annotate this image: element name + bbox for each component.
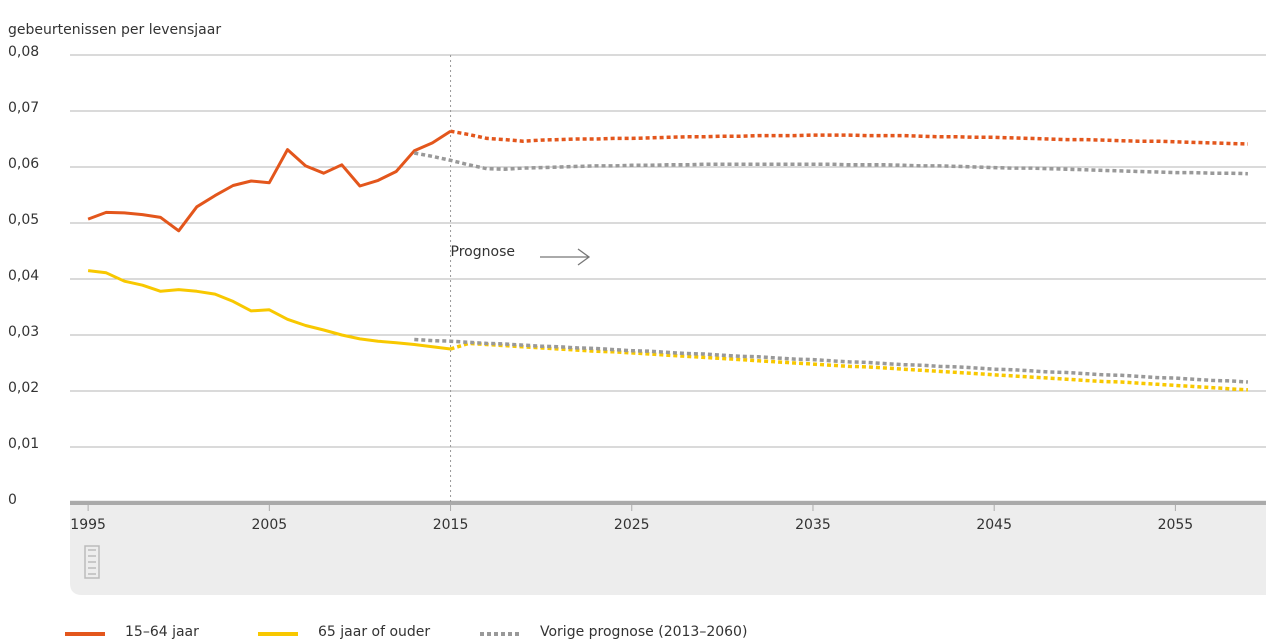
history-line xyxy=(87,129,452,233)
y-tick-label: 0,07 xyxy=(8,100,39,116)
y-tick-label: 0,01 xyxy=(8,436,39,452)
previous-forecast-line xyxy=(413,151,1248,176)
x-tick-label: 2045 xyxy=(976,517,1012,533)
y-tick-label: 0 xyxy=(8,492,17,508)
y-tick-label: 0,02 xyxy=(8,380,39,396)
y-tick-label: 0,06 xyxy=(8,156,39,172)
x-tick-label: 2015 xyxy=(433,517,469,533)
axis-panel xyxy=(70,500,1266,595)
legend-label: 15–64 jaar xyxy=(125,624,199,640)
previous-forecast-line xyxy=(414,337,1249,384)
logo xyxy=(84,545,100,579)
x-tick-label: 2055 xyxy=(1158,517,1194,533)
x-tick-label: 1995 xyxy=(70,517,106,533)
y-tick-label: 0,03 xyxy=(8,324,39,340)
annotation-arrow xyxy=(540,248,591,266)
history-line xyxy=(87,269,451,351)
x-tick-label: 2005 xyxy=(252,517,288,533)
y-axis-label: gebeurtenissen per levensjaar xyxy=(8,22,221,38)
y-tick-label: 0,05 xyxy=(8,212,39,228)
y-tick-label: 0,08 xyxy=(8,44,39,60)
legend-label: 65 jaar of ouder xyxy=(318,624,430,640)
forecast-line xyxy=(449,341,1249,392)
x-tick-label: 2025 xyxy=(614,517,650,533)
x-tick-label: 2035 xyxy=(795,517,831,533)
y-tick-label: 0,04 xyxy=(8,268,39,284)
annotation: Prognose xyxy=(451,244,515,260)
forecast-line xyxy=(450,129,1248,146)
legend-label: Vorige prognose (2013–2060) xyxy=(540,624,747,640)
